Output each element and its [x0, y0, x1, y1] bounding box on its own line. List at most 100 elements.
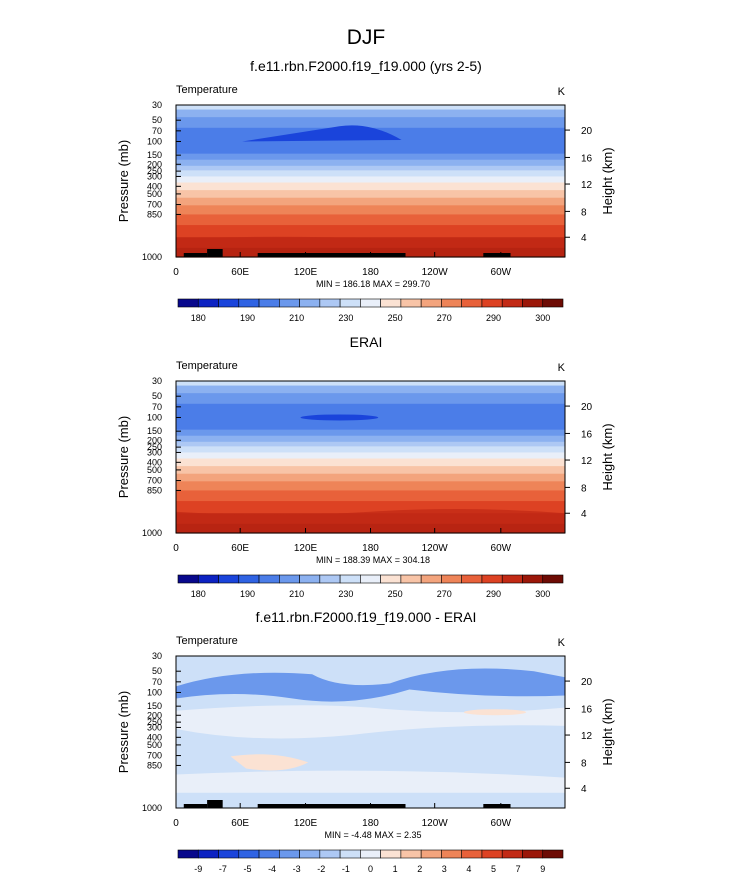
colorbar-swatch [522, 574, 544, 584]
y-tick-label: 850 [147, 485, 162, 495]
colorbar-swatch [420, 298, 442, 308]
y-tick-label: 150 [147, 426, 162, 436]
temperature-band [176, 435, 565, 443]
colorbar-label: 190 [240, 589, 255, 599]
x-tick-label: 180 [362, 543, 379, 554]
panel-title: f.e11.rbn.F2000.f19_f19.000 (yrs 2-5) [250, 58, 482, 74]
colorbar-label: 250 [388, 313, 403, 323]
temperature-band [176, 393, 565, 405]
cold-core-region [300, 414, 379, 421]
x-tick-label: 0 [173, 543, 179, 554]
temperature-band [176, 153, 565, 161]
colorbar-swatch [197, 298, 219, 308]
colorbar-swatch [481, 574, 503, 584]
x-tick-label: 120E [294, 267, 318, 278]
colorbar-swatch [218, 574, 240, 584]
y-tick-label: 250 [147, 442, 162, 452]
colorbar-swatch [197, 849, 219, 859]
colorbar-swatch [380, 574, 402, 584]
y-tick-label: 100 [147, 136, 162, 146]
height-tick-label: 12 [581, 731, 593, 742]
colorbar-swatch [461, 849, 483, 859]
colorbar-label: 210 [289, 313, 304, 323]
temperature-band [176, 458, 565, 467]
right-axis-label: Height (km) [600, 147, 615, 214]
y-tick-label: 300 [147, 171, 162, 181]
colorbar-label: 290 [486, 313, 501, 323]
x-tick-label: 180 [362, 818, 379, 829]
y-tick-label: 30 [152, 376, 162, 386]
colorbar-swatch [461, 574, 483, 584]
colorbar-label: 3 [442, 864, 447, 874]
variable-label: Temperature [176, 635, 238, 647]
temperature-band [176, 165, 565, 171]
near-zero-region [176, 770, 565, 793]
warm-anomaly-region [230, 754, 309, 771]
temperature-band [176, 466, 565, 475]
y-tick-label: 400 [147, 732, 162, 742]
colorbar-label: 290 [486, 589, 501, 599]
y-tick-label: 150 [147, 150, 162, 160]
x-tick-label: 60W [491, 818, 512, 829]
colorbar-label: 270 [437, 589, 452, 599]
x-tick-label: 120W [422, 267, 449, 278]
right-axis-label: Height (km) [600, 698, 615, 765]
y-tick-label: 1000 [142, 252, 162, 262]
y-tick-label: 850 [147, 209, 162, 219]
colorbar-swatch [542, 298, 564, 308]
stats-label: MIN = 188.39 MAX = 304.18 [316, 555, 430, 565]
colorbar-label: -7 [219, 864, 227, 874]
colorbar-label: 180 [191, 589, 206, 599]
height-tick-label: 4 [581, 784, 587, 795]
temperature-band [176, 473, 565, 482]
y-tick-label: 50 [152, 391, 162, 401]
colorbar-label: 2 [417, 864, 422, 874]
colorbar-label: 230 [338, 589, 353, 599]
height-tick-label: 20 [581, 677, 593, 688]
colorbar-swatch [400, 574, 422, 584]
figure-title: DJF [347, 26, 386, 49]
temperature-band [176, 190, 565, 199]
height-tick-label: 16 [581, 704, 593, 715]
colorbar-label: 1 [393, 864, 398, 874]
colorbar-label: 180 [191, 313, 206, 323]
colorbar-swatch [360, 298, 381, 308]
height-tick-label: 16 [581, 429, 593, 440]
temperature-band [176, 385, 565, 394]
colorbar-swatch [542, 849, 564, 859]
colorbar: 180 190 210 230 250 270 290 300 [177, 298, 564, 323]
colorbar-swatch [177, 298, 199, 308]
colorbar-swatch [501, 574, 523, 584]
x-tick-label: 180 [362, 267, 379, 278]
x-tick-label: 60E [231, 818, 249, 829]
colorbar-swatch [197, 574, 219, 584]
temperature-band [176, 381, 565, 387]
y-tick-label: 150 [147, 701, 162, 711]
colorbar-swatch [420, 849, 442, 859]
y-tick-label: 100 [147, 412, 162, 422]
chart-panel: f.e11.rbn.F2000.f19_f19.000 - ERAI Temper… [116, 609, 615, 874]
stats-label: MIN = -4.48 MAX = 2.35 [324, 830, 421, 840]
y-tick-label: 70 [152, 126, 162, 136]
colorbar-label: 9 [540, 864, 545, 874]
temperature-band [176, 105, 565, 111]
colorbar-swatch [238, 849, 260, 859]
colorbar-swatch [400, 849, 422, 859]
colorbar-swatch [339, 298, 361, 308]
y-tick-label: 30 [152, 100, 162, 110]
colorbar-label: -5 [243, 864, 251, 874]
colorbar-swatch [238, 574, 260, 584]
colorbar-swatch [299, 298, 321, 308]
y-tick-label: 1000 [142, 803, 162, 813]
y-tick-label: 100 [147, 687, 162, 697]
x-tick-label: 120W [422, 543, 449, 554]
x-tick-label: 60E [231, 543, 249, 554]
terrain-mask [207, 249, 223, 257]
colorbar-label: -1 [342, 864, 350, 874]
x-tick-label: 0 [173, 818, 179, 829]
y-tick-label: 700 [147, 751, 162, 761]
y-tick-label: 700 [147, 200, 162, 210]
units-label: K [558, 362, 566, 374]
colorbar-swatch [501, 298, 523, 308]
